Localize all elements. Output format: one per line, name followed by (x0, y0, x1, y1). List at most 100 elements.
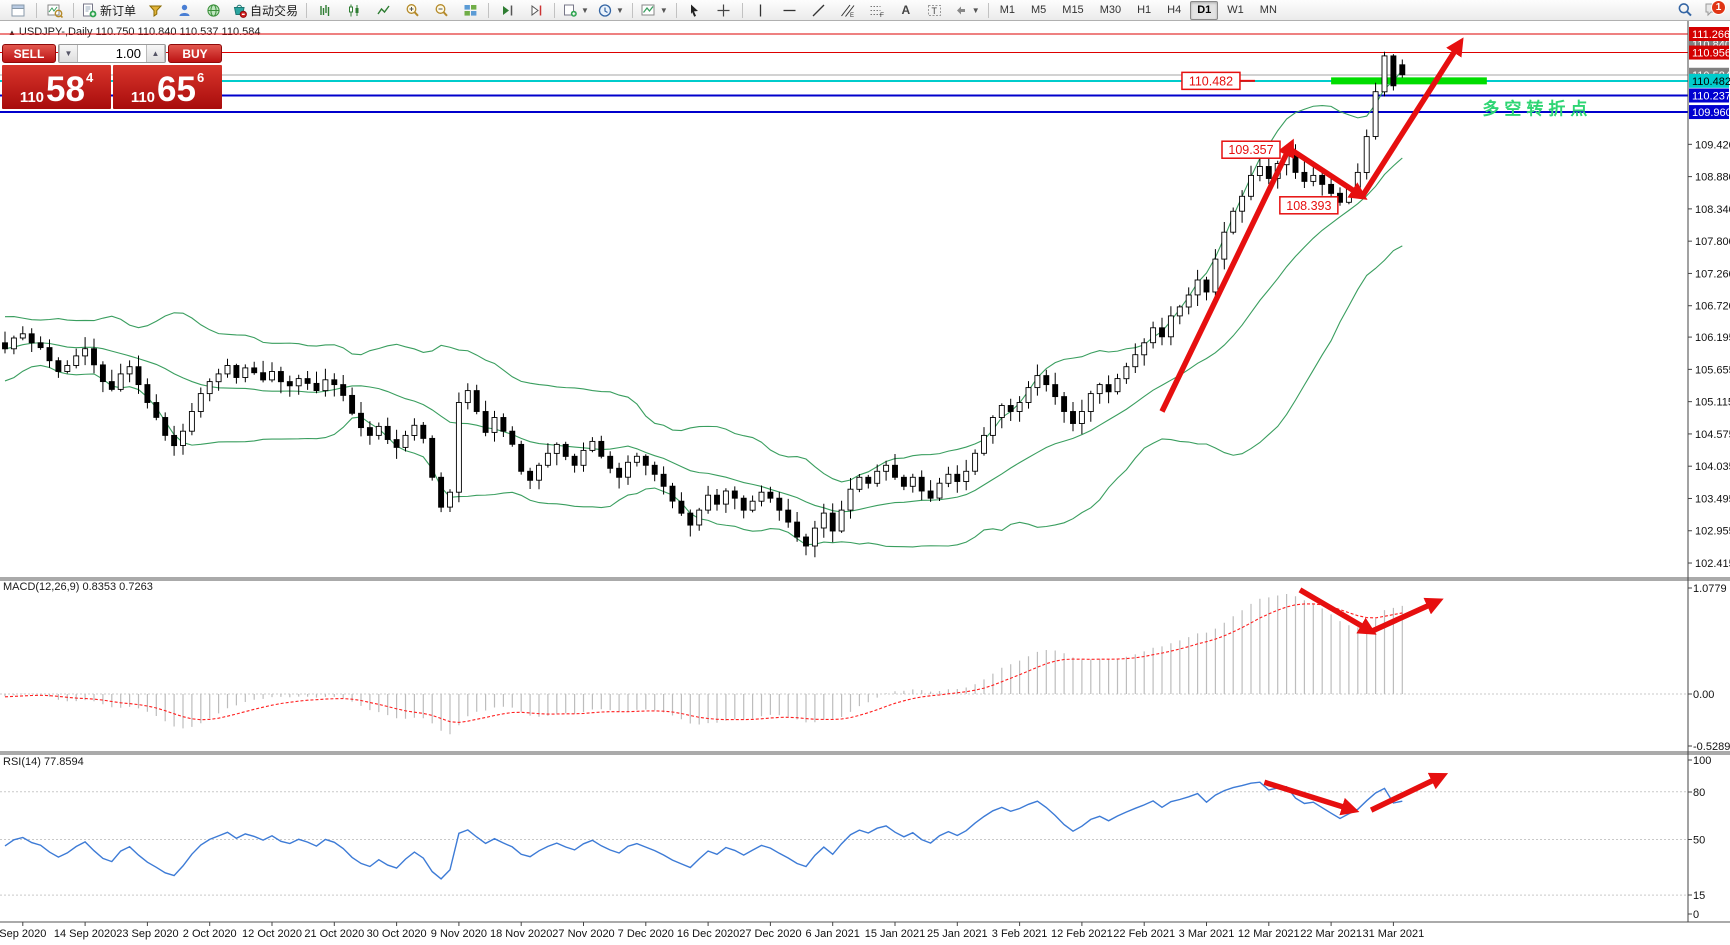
timeframe-group: M1 M5 M15 M30 H1 H4 D1 W1 MN (993, 0, 1284, 20)
volume-increase-button[interactable]: ▲ (146, 45, 165, 62)
funnel-icon[interactable] (141, 0, 169, 20)
timeframe-M5[interactable]: M5 (1031, 3, 1047, 16)
sell-price-big: 58 (46, 70, 85, 110)
timeframe-MN[interactable]: MN (1259, 3, 1277, 16)
window-icon[interactable] (4, 0, 32, 20)
community-icon[interactable] (170, 0, 198, 20)
chart-title-text: USDJPY-,Daily 110.750 110.840 110.537 11… (18, 26, 261, 38)
cursor-tool[interactable] (681, 0, 709, 20)
svg-text:F: F (880, 12, 884, 18)
crosshair-tool[interactable] (710, 0, 738, 20)
support-zone-bar[interactable] (1331, 77, 1487, 85)
svg-text:12 Mar 2021: 12 Mar 2021 (1238, 928, 1300, 940)
macd-label: MACD(12,26,9) 0.8353 0.7263 (3, 581, 153, 593)
time-axis[interactable]: Sep 2020 14 Sep 2020 23 Sep 2020 2 Oct 2020… (0, 922, 1424, 940)
buy-price-big: 65 (157, 70, 196, 110)
channel-tool[interactable]: E (834, 0, 862, 20)
svg-text:103.495: 103.495 (1695, 493, 1730, 505)
bar-chart-type-icon[interactable] (311, 0, 339, 20)
svg-text:15: 15 (1693, 890, 1705, 902)
svg-text:105.115: 105.115 (1695, 397, 1730, 409)
vertical-line-tool[interactable] (747, 0, 775, 20)
separator (741, 2, 743, 18)
svg-text:12 Feb 2021: 12 Feb 2021 (1051, 928, 1113, 940)
label-tool[interactable]: T (921, 0, 949, 20)
separator (554, 2, 556, 18)
new-chart-dropdown[interactable]: ▼ (559, 0, 593, 20)
buy-button[interactable]: BUY (168, 44, 222, 63)
sell-price-sup: 4 (85, 70, 94, 85)
buy-price-button[interactable]: 110 65 6 (113, 65, 222, 109)
svg-text:100: 100 (1693, 755, 1711, 767)
svg-text:110.482: 110.482 (1692, 76, 1730, 88)
rsi-level-lines (0, 791, 1688, 896)
svg-text:7 Dec 2020: 7 Dec 2020 (618, 928, 674, 940)
new-order-icon (83, 3, 97, 17)
svg-text:105.655: 105.655 (1695, 364, 1730, 376)
svg-text:109.357: 109.357 (1228, 143, 1273, 157)
timeframe-M1[interactable]: M1 (999, 3, 1015, 16)
notification-badge: 1 (1711, 0, 1726, 15)
rsi-label: RSI(14) 77.8594 (3, 756, 84, 768)
web-icon[interactable] (199, 0, 227, 20)
collapse-marker-icon[interactable]: ▲ (8, 28, 16, 37)
macd-axis: 1.0779 0.00 -0.5289 (1688, 583, 1730, 753)
price-annotation-label[interactable]: 110.482 (1181, 71, 1255, 91)
timeframe-W1[interactable]: W1 (1227, 3, 1244, 16)
horizontal-line-tool[interactable] (776, 0, 804, 20)
svg-text:16 Dec 2020: 16 Dec 2020 (677, 928, 739, 940)
new-order-button[interactable]: 新订单 (78, 0, 140, 20)
sell-button[interactable]: SELL (2, 44, 56, 63)
volume-decrease-button[interactable]: ▼ (59, 45, 78, 62)
rsi-axis: 100 80 50 15 0 (1688, 755, 1711, 921)
volume-input[interactable]: 1.00 (115, 46, 141, 61)
fibonacci-tool[interactable]: F (863, 0, 891, 20)
svg-text:25 Jan 2021: 25 Jan 2021 (927, 928, 988, 940)
timeframe-H4[interactable]: H4 (1167, 3, 1182, 16)
autoscroll-icon[interactable] (493, 0, 521, 20)
timeframe-D1[interactable]: D1 (1190, 0, 1219, 20)
sell-price-button[interactable]: 110 58 4 (2, 65, 111, 109)
trendline-tool[interactable] (805, 0, 833, 20)
shapes-dropdown[interactable]: ▼ (950, 0, 984, 20)
timeframe-H1[interactable]: H1 (1137, 3, 1152, 16)
tile-windows-icon[interactable] (456, 0, 484, 20)
svg-text:22 Mar 2021: 22 Mar 2021 (1300, 928, 1362, 940)
chart-shift-icon[interactable] (522, 0, 550, 20)
volume-stepper: ▼ 1.00 ▲ (58, 44, 166, 63)
search-icon[interactable] (1671, 0, 1699, 20)
notifications-button[interactable]: 1 (1704, 0, 1726, 19)
timeframe-M30[interactable]: M30 (1099, 3, 1122, 16)
one-click-trade-panel: SELL ▼ 1.00 ▲ BUY 110 58 4 110 65 6 (2, 44, 222, 109)
bollinger-bands (4, 69, 1403, 548)
macd-signal-line (4, 603, 1403, 723)
periodicity-dropdown[interactable]: ▼ (594, 0, 628, 20)
svg-text:109.420: 109.420 (1695, 139, 1730, 151)
text-tool[interactable]: A (901, 3, 911, 17)
chart-canvas[interactable]: 109.420 108.880 108.340 107.800 107.260 106.7… (0, 21, 1730, 945)
price-annotation-label[interactable]: 109.357 (1221, 140, 1281, 159)
indicators-dropdown[interactable]: ▼ (637, 0, 672, 20)
svg-text:110.237: 110.237 (1692, 91, 1730, 103)
svg-text:108.340: 108.340 (1695, 204, 1730, 216)
svg-text:23 Sep 2020: 23 Sep 2020 (116, 928, 178, 940)
svg-text:80: 80 (1693, 787, 1705, 799)
timeframe-M15[interactable]: M15 (1062, 3, 1084, 16)
line-chart-type-icon[interactable] (369, 0, 397, 20)
svg-text:3 Feb 2021: 3 Feb 2021 (992, 928, 1048, 940)
svg-text:108.393: 108.393 (1286, 199, 1331, 213)
svg-text:107.800: 107.800 (1695, 236, 1730, 248)
price-annotation-label[interactable]: 108.393 (1279, 196, 1339, 215)
cn-annotation-text[interactable]: 多空转折点 (1482, 98, 1592, 118)
zoom-in-icon[interactable] (398, 0, 426, 20)
price-axis[interactable]: 109.420 108.880 108.340 107.800 107.260 106.7… (1688, 27, 1730, 570)
zoom-out-icon[interactable] (427, 0, 455, 20)
pane-separators[interactable] (0, 21, 1730, 923)
svg-text:102.955: 102.955 (1695, 526, 1730, 538)
candle-chart-type-icon[interactable] (340, 0, 368, 20)
annotations-layer[interactable]: 110.482 109.357 108.393 多空转折点 (1159, 37, 1592, 816)
autotrade-button[interactable]: 自动交易 (228, 0, 302, 20)
chart-preview-icon[interactable] (41, 0, 69, 20)
svg-text:-0.5289: -0.5289 (1693, 741, 1730, 753)
svg-text:110.482: 110.482 (1189, 74, 1233, 88)
